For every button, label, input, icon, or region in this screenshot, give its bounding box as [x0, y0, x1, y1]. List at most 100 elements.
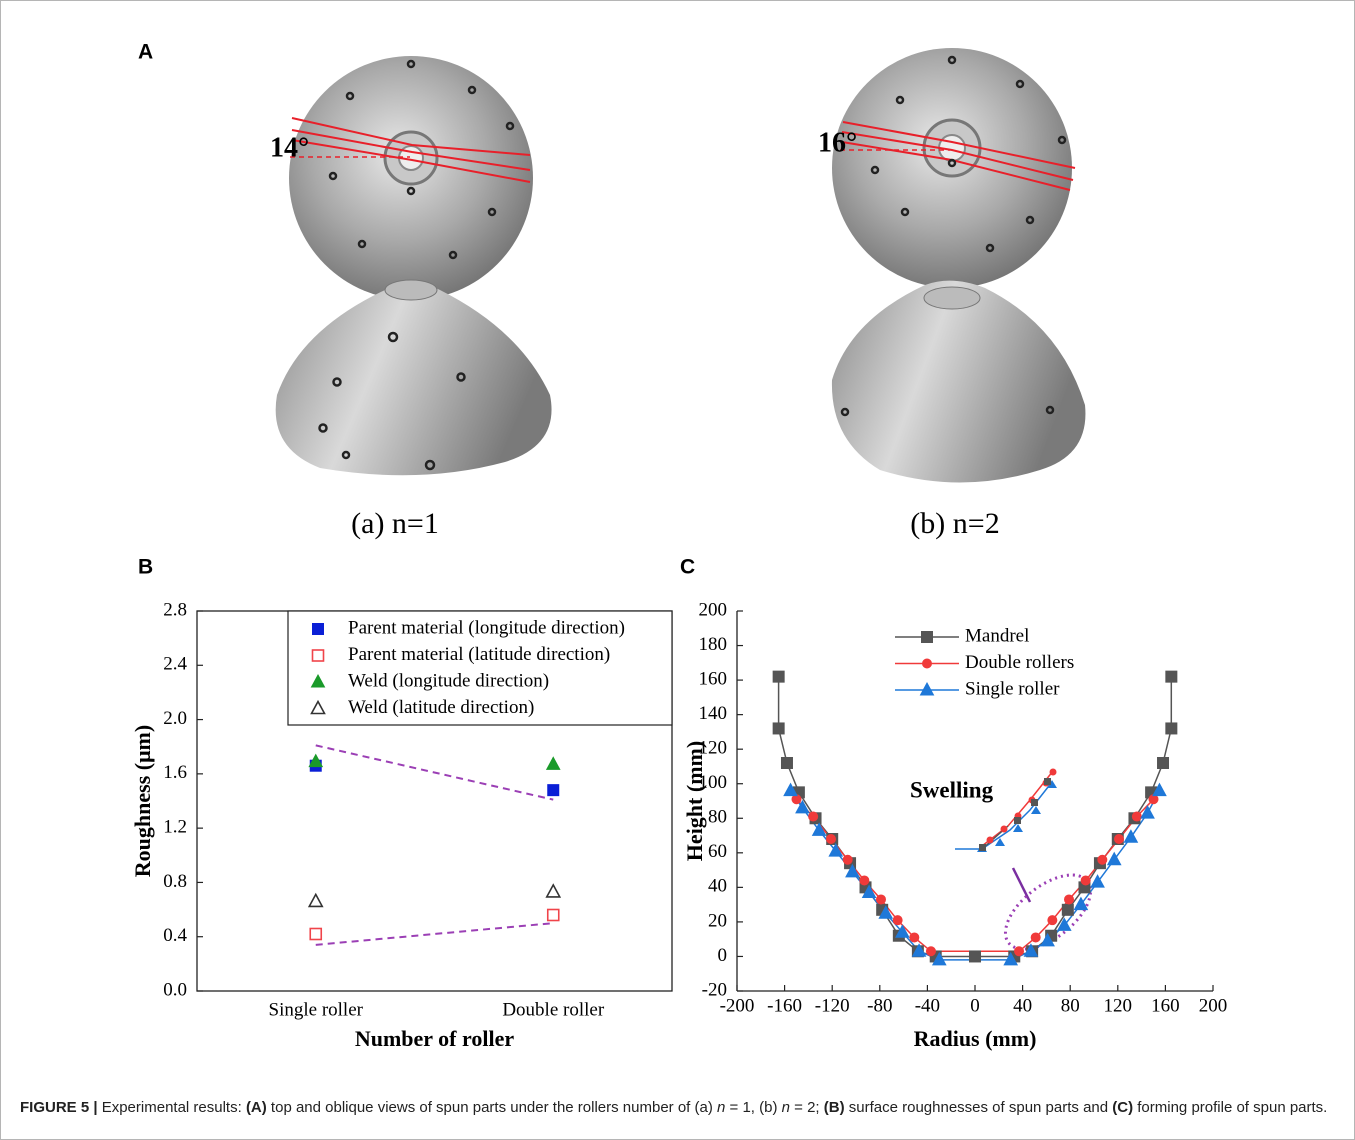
marker — [826, 834, 837, 844]
y-tick-label: -20 — [702, 979, 727, 1000]
marker — [1113, 834, 1124, 844]
marker — [1140, 805, 1155, 819]
x-tick-label: -200 — [720, 995, 755, 1016]
marker — [772, 670, 785, 683]
legend-label: Weld (longitude direction) — [348, 670, 549, 691]
marker — [1030, 932, 1041, 943]
y-tick-label: 40 — [708, 876, 727, 897]
legend-marker — [310, 699, 326, 715]
panel-label: C — [680, 556, 695, 579]
x-tick-label: -120 — [815, 995, 850, 1016]
caption-part: n — [717, 1099, 726, 1116]
x-tick-label: -80 — [867, 995, 892, 1016]
caption-part: surface roughnesses of spun parts and — [844, 1099, 1113, 1116]
legend-label: Single roller — [965, 678, 1060, 699]
marker — [780, 757, 793, 769]
y-tick-label: 0.8 — [163, 871, 187, 892]
marker — [308, 753, 324, 768]
y-axis-label: Roughness (μm) — [130, 725, 155, 877]
x-axis-label: Number of roller — [355, 1026, 514, 1051]
marker — [828, 843, 844, 857]
y-tick-label: 0 — [718, 945, 728, 966]
marker — [1157, 757, 1170, 769]
marker — [307, 892, 324, 908]
legend-label: Weld (latitude direction) — [348, 697, 534, 718]
caption-part: (A) — [245, 1099, 267, 1116]
marker — [861, 884, 877, 899]
marker — [1080, 875, 1091, 886]
marker — [545, 756, 561, 770]
caption-part: top and oblique views of spun parts unde… — [266, 1099, 718, 1116]
x-tick-label: -160 — [767, 995, 802, 1016]
photo-caption: (a) n=1 — [351, 507, 439, 540]
x-tick-label: 200 — [1199, 995, 1228, 1016]
marker — [1064, 894, 1075, 905]
caption-part: = 1, (b) — [725, 1099, 782, 1116]
legend-label: Parent material (latitude direction) — [348, 644, 610, 665]
marker — [845, 863, 860, 878]
y-tick-label: 2.4 — [163, 654, 187, 675]
marker — [309, 927, 323, 941]
marker — [1165, 722, 1178, 735]
marker — [1023, 943, 1039, 957]
marker — [811, 822, 827, 836]
marker — [1152, 782, 1167, 797]
marker — [1003, 951, 1019, 966]
marker — [875, 894, 886, 905]
legend-marker — [311, 649, 325, 662]
y-tick-label: 1.6 — [163, 762, 187, 783]
annotation: Swelling — [910, 777, 994, 802]
x-tick-label: 160 — [1151, 995, 1180, 1016]
y-tick-label: 0.4 — [163, 925, 187, 946]
legend-box — [287, 610, 673, 726]
x-tick-label: 80 — [1061, 995, 1080, 1016]
x-tick-label: Single roller — [269, 999, 364, 1020]
caption-part: (C) — [1112, 1099, 1134, 1116]
marker — [1061, 903, 1074, 916]
marker — [808, 811, 819, 822]
marker — [878, 905, 894, 919]
y-tick-label: 20 — [708, 910, 727, 931]
legend-marker — [310, 673, 326, 688]
legend-marker — [312, 623, 324, 635]
marker — [1123, 829, 1139, 843]
marker — [1106, 851, 1122, 866]
y-axis-label: Height (mm) — [682, 741, 707, 861]
caption-part: FIGURE 5 | — [20, 1099, 98, 1116]
legend-label: Parent material (longitude direction) — [348, 617, 625, 638]
trend-line — [315, 922, 554, 946]
marker — [783, 782, 798, 797]
caption-part: = 2; — [789, 1099, 824, 1116]
marker — [1073, 896, 1089, 911]
caption-part: n — [781, 1099, 790, 1116]
legend-label: Double rollers — [965, 652, 1074, 673]
photo-caption: (b) n=2 — [910, 507, 999, 540]
x-tick-label: 0 — [970, 995, 980, 1016]
marker — [772, 722, 785, 735]
y-tick-label: 100 — [699, 772, 728, 793]
x-tick-label: 40 — [1013, 995, 1032, 1016]
y-tick-label: 120 — [699, 738, 728, 759]
y-tick-label: 2.8 — [163, 599, 187, 620]
y-tick-label: 160 — [699, 668, 728, 689]
marker — [842, 854, 853, 865]
marker — [795, 799, 810, 814]
caption-part: Experimental results: — [97, 1099, 246, 1116]
y-tick-label: 140 — [699, 703, 728, 724]
marker — [909, 932, 920, 943]
caption-part: forming profile of spun parts. — [1133, 1099, 1328, 1116]
marker — [1090, 874, 1105, 888]
series-line — [777, 676, 1173, 958]
marker — [1040, 932, 1055, 947]
marker — [859, 875, 870, 886]
y-tick-label: 1.2 — [163, 817, 187, 838]
panel-label: A — [138, 41, 153, 64]
trend-line — [315, 744, 554, 801]
y-tick-label: 0.0 — [163, 979, 187, 1000]
caption: FIGURE 5 | Experimental results: (A) top… — [20, 1097, 1335, 1118]
x-tick-label: Double roller — [502, 999, 605, 1020]
legend-marker — [921, 631, 933, 643]
marker — [911, 943, 927, 957]
